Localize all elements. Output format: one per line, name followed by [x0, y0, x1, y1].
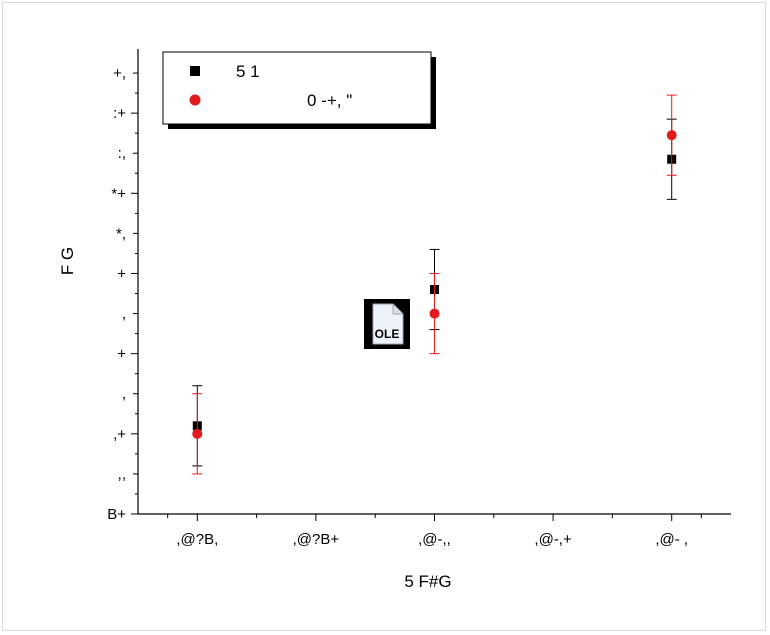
- x-tick-label: ,@-,,: [418, 531, 451, 548]
- x-tick-label: ,@- ,: [655, 531, 688, 548]
- scatter-chart: ,@?B, ,@?B+ ,@-,, ,@-,+ ,@- ,B+,,,+,+,+*,*+:…: [58, 49, 731, 591]
- y-tick-label: +,: [113, 65, 126, 82]
- legend-label: 5 1: [236, 62, 260, 81]
- plot-points: [192, 94, 677, 475]
- legend-marker-square: [190, 66, 200, 76]
- tick-labels: ,@?B, ,@?B+ ,@-,, ,@-,+ ,@- ,B+,,,+,+,+*,*+:…: [107, 65, 688, 548]
- legend-box: [162, 51, 432, 125]
- series-circle: [192, 94, 677, 475]
- legend: 5 1 0 -+, ": [162, 51, 436, 129]
- x-axis-title: 5 F#G: [404, 572, 451, 591]
- y-tick-label: *+: [111, 185, 126, 202]
- y-tick-label: +: [117, 265, 126, 282]
- x-tick-label: ,@-,+: [534, 531, 572, 548]
- y-tick-label: :+: [113, 105, 126, 122]
- y-tick-label: B+: [107, 506, 126, 523]
- y-tick-label: :,: [118, 145, 126, 162]
- ticks: [131, 72, 702, 521]
- y-tick-label: ,+: [113, 426, 126, 443]
- y-tick-label: ,,: [118, 466, 126, 483]
- ole-icon: OLE: [364, 299, 410, 349]
- y-tick-label: ,: [122, 386, 126, 403]
- y-tick-label: ,: [122, 306, 126, 323]
- x-tick-label: ,@?B+: [293, 531, 340, 548]
- legend-marker-circle: [189, 94, 201, 106]
- data-point-circle: [666, 130, 677, 141]
- ole-label: OLE: [375, 327, 400, 341]
- y-axis-title: F G: [58, 247, 77, 275]
- data-point-circle: [192, 428, 203, 439]
- y-tick-label: +: [117, 346, 126, 363]
- data-point-circle: [429, 308, 440, 319]
- legend-label: 0 -+, ": [307, 91, 352, 110]
- legend-items: 5 1 0 -+, ": [189, 62, 352, 110]
- y-tick-label: *,: [116, 225, 126, 242]
- x-tick-label: ,@?B,: [176, 531, 218, 548]
